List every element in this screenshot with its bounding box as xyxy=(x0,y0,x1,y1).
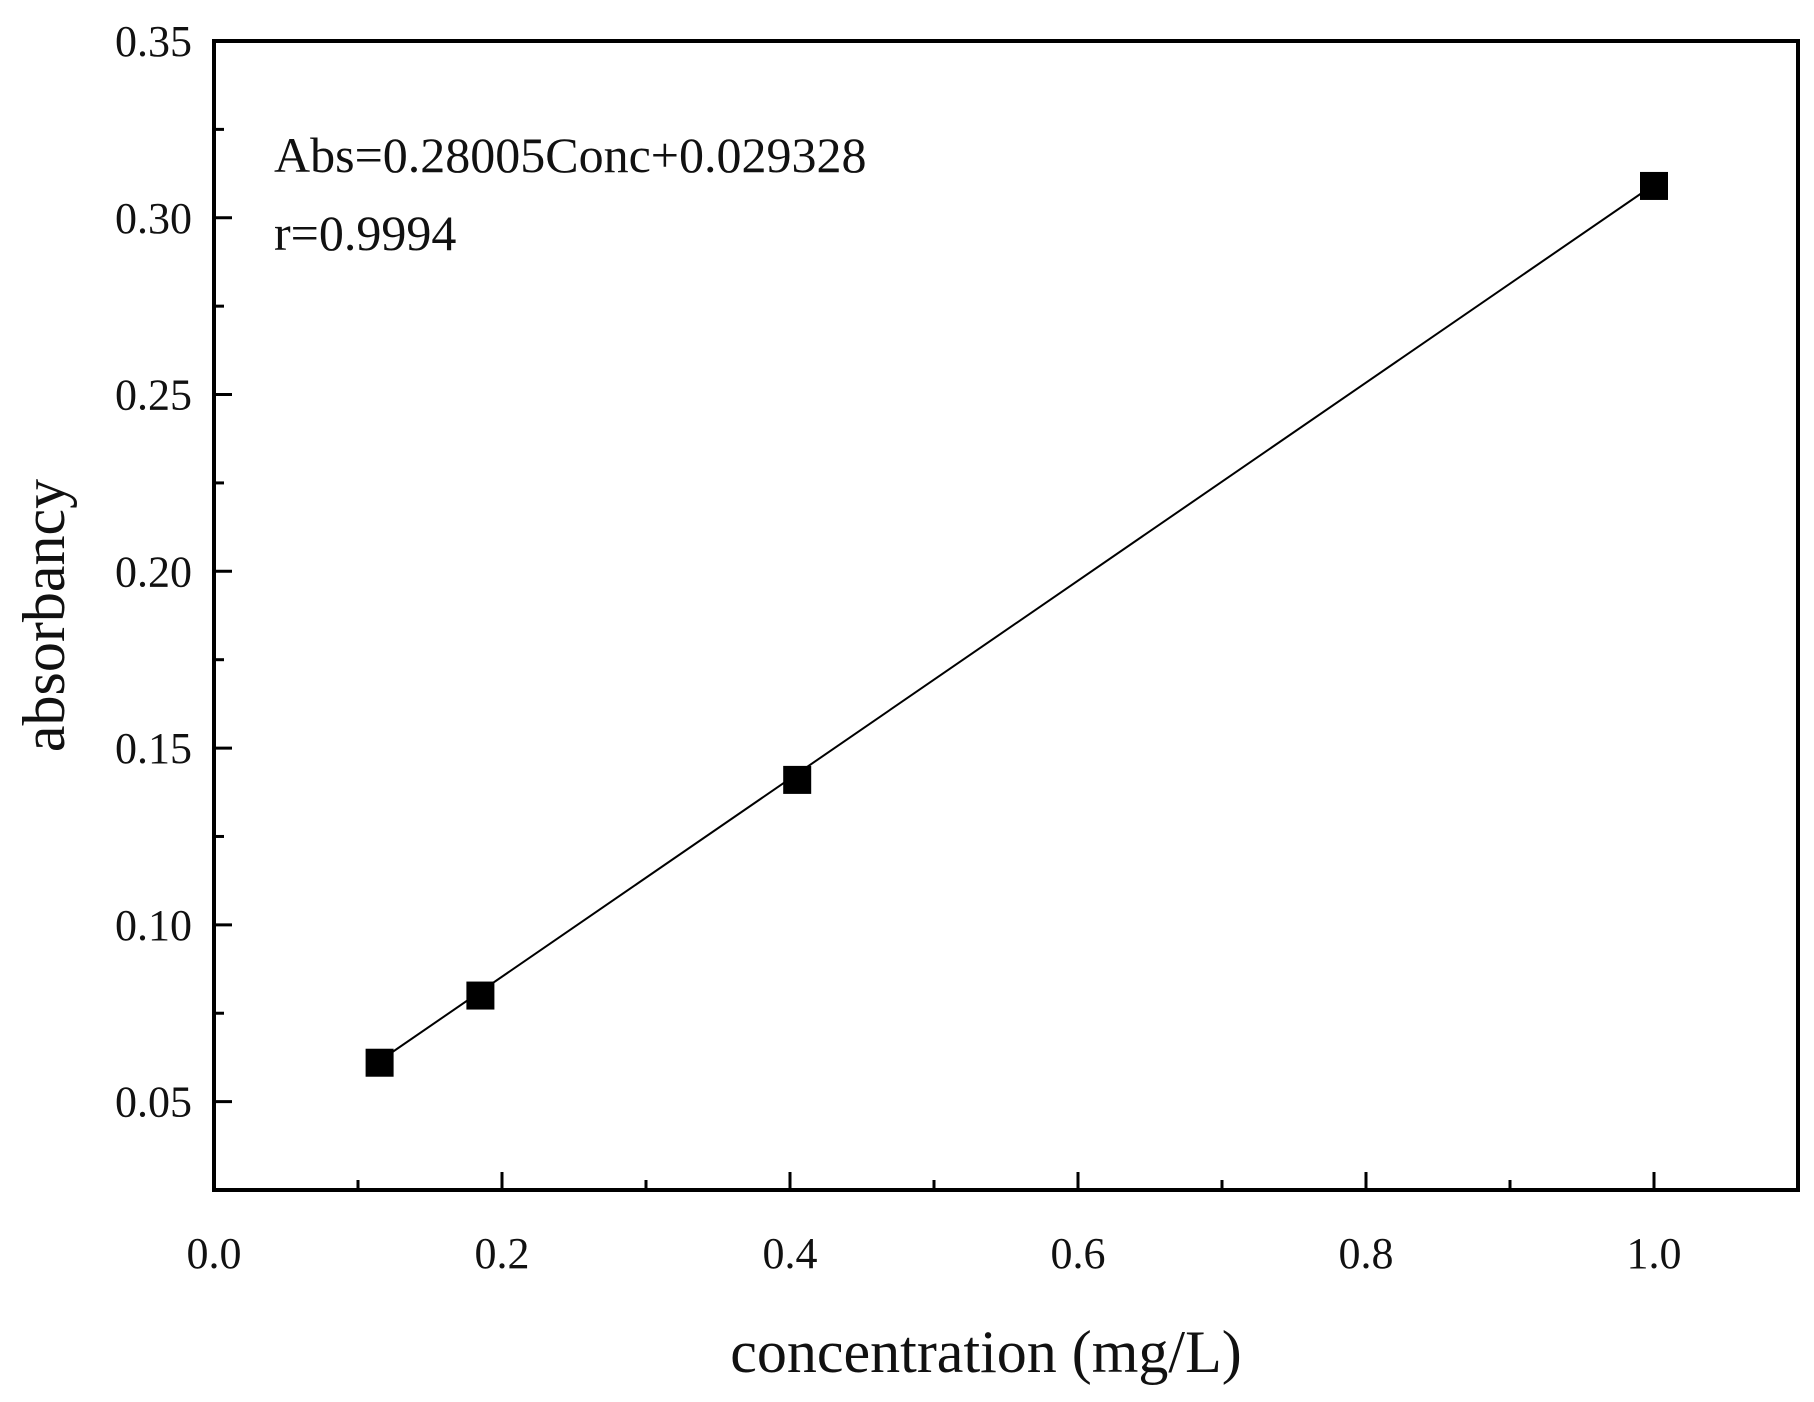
axes-group xyxy=(212,39,1800,1192)
fit-line-group xyxy=(379,183,1655,1062)
y-tick-label: 0.20 xyxy=(115,547,192,596)
data-point xyxy=(365,1048,394,1077)
ticks-group: 0.0 0.2 0.4 0.6 0.8 1.0 0.05 0.10 0.15 0.20 0.25 0.… xyxy=(115,17,1682,1278)
x-tick-label: 0.6 xyxy=(1051,1229,1106,1278)
fit-line xyxy=(379,183,1655,1062)
y-tick-label: 0.15 xyxy=(115,724,192,773)
data-points-group xyxy=(365,171,1668,1077)
y-tick-label: 0.10 xyxy=(115,901,192,950)
x-tick-label: 1.0 xyxy=(1627,1229,1682,1278)
x-tick-label: 0.0 xyxy=(187,1229,242,1278)
x-axis-title: concentration (mg/L) xyxy=(730,1319,1241,1385)
data-point xyxy=(783,765,812,794)
y-axis-title: absorbancy xyxy=(11,479,77,752)
y-tick-label: 0.30 xyxy=(115,194,192,243)
y-tick-label: 0.05 xyxy=(115,1078,192,1127)
x-tick-label: 0.8 xyxy=(1339,1229,1394,1278)
y-tick-label: 0.35 xyxy=(115,17,192,66)
x-tick-label: 0.2 xyxy=(475,1229,530,1278)
plot-frame xyxy=(212,39,1800,1192)
correlation-coefficient: r=0.9994 xyxy=(274,205,456,261)
y-tick-label: 0.25 xyxy=(115,371,192,420)
regression-equation: Abs=0.28005Conc+0.029328 xyxy=(274,127,867,183)
data-point xyxy=(1640,171,1668,200)
data-point xyxy=(466,981,495,1010)
x-tick-label: 0.4 xyxy=(763,1229,818,1278)
